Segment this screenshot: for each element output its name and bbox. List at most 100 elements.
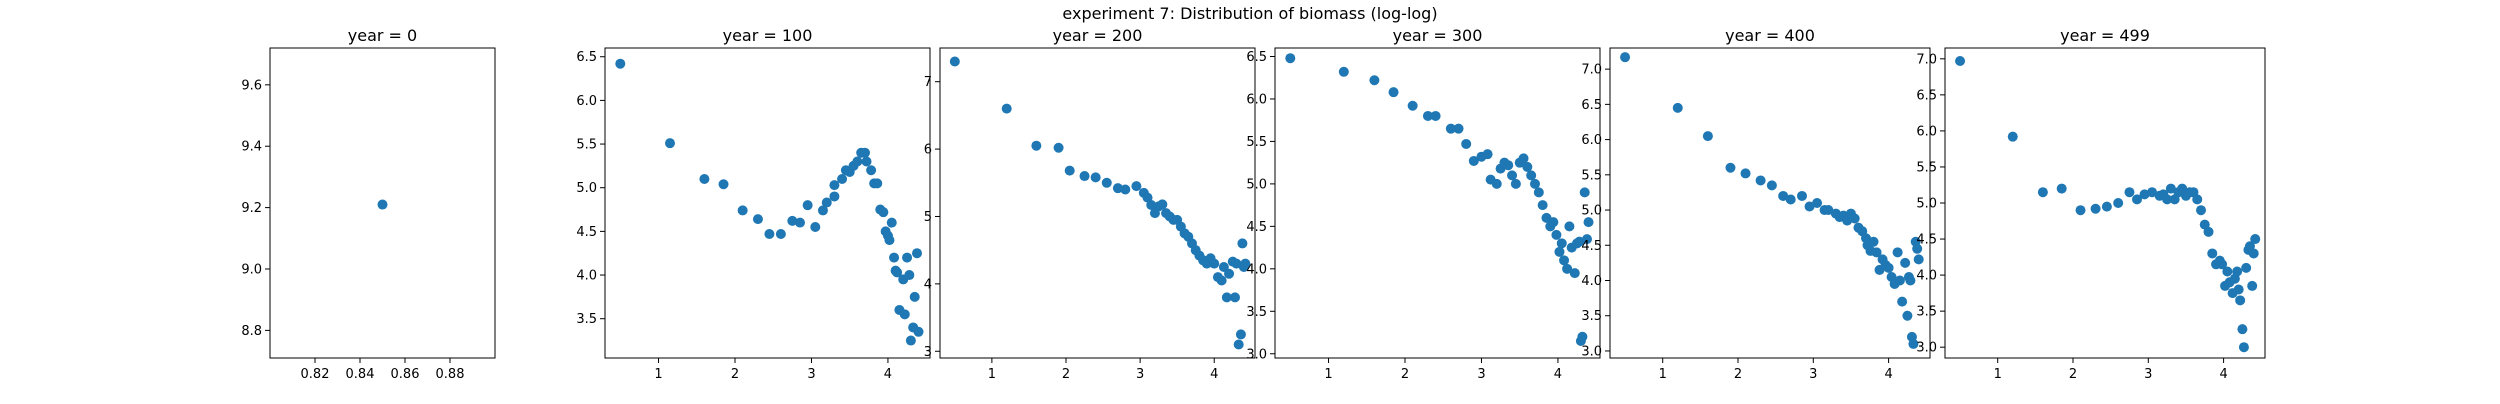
- y-tick-label: 4.0: [576, 269, 597, 284]
- y-tick-label: 4.5: [1581, 239, 1602, 254]
- x-tick-label: 0.84: [346, 367, 375, 382]
- scatter-point: [1894, 275, 1905, 286]
- scatter-point: [2248, 248, 2259, 259]
- scatter-point: [1913, 254, 1924, 265]
- y-tick-label: 6.5: [576, 50, 597, 65]
- y-tick-label: 6.0: [1916, 124, 1937, 139]
- scatter-point: [1905, 275, 1916, 286]
- scatter-point: [1740, 168, 1751, 179]
- scatter-point: [1453, 123, 1464, 134]
- scatter-point: [1755, 175, 1766, 186]
- scatter-point: [1564, 221, 1575, 232]
- scatter-point: [1804, 201, 1815, 212]
- scatter-point: [802, 200, 813, 211]
- scatter-point: [1537, 200, 1548, 211]
- x-tick-label: 2: [1401, 367, 1409, 382]
- y-tick-label: 5: [924, 210, 932, 225]
- scatter-point: [2232, 266, 2243, 277]
- scatter-point: [1468, 155, 1479, 166]
- scatter-point: [1533, 187, 1544, 198]
- scatter-point: [886, 217, 897, 228]
- y-tick-label: 5.0: [1246, 177, 1267, 192]
- scatter-point: [902, 252, 913, 263]
- scatter-point: [1090, 172, 1101, 183]
- scatter-point: [852, 156, 863, 167]
- y-tick-label: 4.0: [1246, 262, 1267, 277]
- scatter-point: [1897, 296, 1908, 307]
- y-tick-label: 5.5: [576, 138, 597, 153]
- scatter-point: [2203, 226, 2214, 237]
- scatter-point: [1237, 238, 1248, 249]
- y-tick-label: 4.0: [1581, 274, 1602, 289]
- y-tick-label: 4.5: [576, 225, 597, 240]
- scatter-point: [665, 138, 675, 149]
- y-tick-label: 7.0: [1581, 63, 1602, 78]
- y-tick-label: 7: [924, 75, 932, 90]
- scatter-point: [1053, 142, 1064, 153]
- scatter-point: [2207, 248, 2218, 259]
- y-tick-label: 6.0: [1246, 92, 1267, 107]
- x-tick-label: 1: [988, 367, 996, 382]
- scatter-point: [1892, 247, 1903, 258]
- scatter-point: [2222, 266, 2233, 277]
- subplot-title: year = 0: [348, 26, 417, 45]
- scatter-point: [949, 56, 960, 67]
- y-tick-label: 5.5: [1581, 168, 1602, 183]
- scatter-point: [2237, 324, 2248, 335]
- x-tick-label: 4: [1884, 367, 1892, 382]
- scatter-point: [2241, 262, 2252, 273]
- x-tick-label: 3: [1136, 367, 1144, 382]
- scatter-point: [884, 235, 895, 246]
- subplot-2: year = 200 1 2 3 4 3 4 5 6 7: [924, 26, 1256, 382]
- scatter-point: [2217, 259, 2228, 270]
- scatter-point: [1955, 55, 1966, 66]
- scatter-point: [1562, 263, 1573, 274]
- x-tick-label: 3: [1477, 367, 1485, 382]
- scatter-point: [2101, 201, 2112, 212]
- scatter-point: [1422, 110, 1433, 121]
- y-tick-label: 5.0: [576, 181, 597, 196]
- scatter-point: [1369, 75, 1380, 86]
- scatter-point: [1785, 194, 1796, 205]
- scatter-point: [1079, 171, 1090, 182]
- y-tick-label: 9.2: [241, 201, 262, 216]
- scatter-point: [2124, 187, 2135, 198]
- subplot-3: year = 300 1 2 3 4 3.0 3.5 4.0 4.5 5.0 5.5 6.0 6.5: [1246, 26, 1601, 382]
- scatter-point: [1526, 170, 1537, 181]
- scatter-point: [821, 197, 832, 208]
- scatter-point: [1112, 183, 1123, 194]
- scatter-point: [909, 291, 920, 302]
- scatter-point: [1461, 138, 1472, 149]
- scatter-point: [1224, 268, 1235, 279]
- scatter-point: [764, 229, 775, 239]
- scatter-point: [2007, 131, 2018, 142]
- x-tick-label: 3: [1809, 367, 1817, 382]
- scatter-point: [1142, 192, 1153, 203]
- y-tick-label: 3.5: [576, 312, 597, 327]
- scatter-point: [1530, 178, 1540, 189]
- y-tick-label: 5.5: [1916, 160, 1937, 175]
- subplot-4: year = 400 1 2 3 4 3.0 3.5 4.0 4.5 5.0 5.5 6.0 6.5 7.…: [1581, 26, 1931, 382]
- y-tick-label: 6.0: [576, 94, 597, 109]
- scatter-point: [1900, 257, 1911, 268]
- x-tick-label: 4: [2219, 367, 2227, 382]
- y-tick-label: 3.5: [1246, 305, 1267, 320]
- x-tick-label: 3: [2144, 367, 2152, 382]
- scatter-point: [1445, 123, 1456, 134]
- x-tick-label: 1: [654, 367, 662, 382]
- scatter-point: [2162, 194, 2173, 205]
- scatter-point: [1001, 103, 1012, 114]
- y-tick-label: 5.5: [1246, 135, 1267, 150]
- y-tick-label: 3.0: [1916, 341, 1937, 356]
- scatter-point: [1146, 200, 1157, 211]
- scatter-point: [1235, 329, 1246, 340]
- y-tick-label: 3.5: [1916, 305, 1937, 320]
- scatter-point: [1285, 53, 1296, 64]
- scatter-point: [1725, 162, 1736, 173]
- scatter-point: [775, 229, 786, 239]
- y-tick-label: 3.0: [1246, 347, 1267, 362]
- figure-title: experiment 7: Distribution of biomass (l…: [1062, 4, 1438, 23]
- scatter-point: [1583, 217, 1594, 228]
- scatter-point: [1388, 87, 1399, 98]
